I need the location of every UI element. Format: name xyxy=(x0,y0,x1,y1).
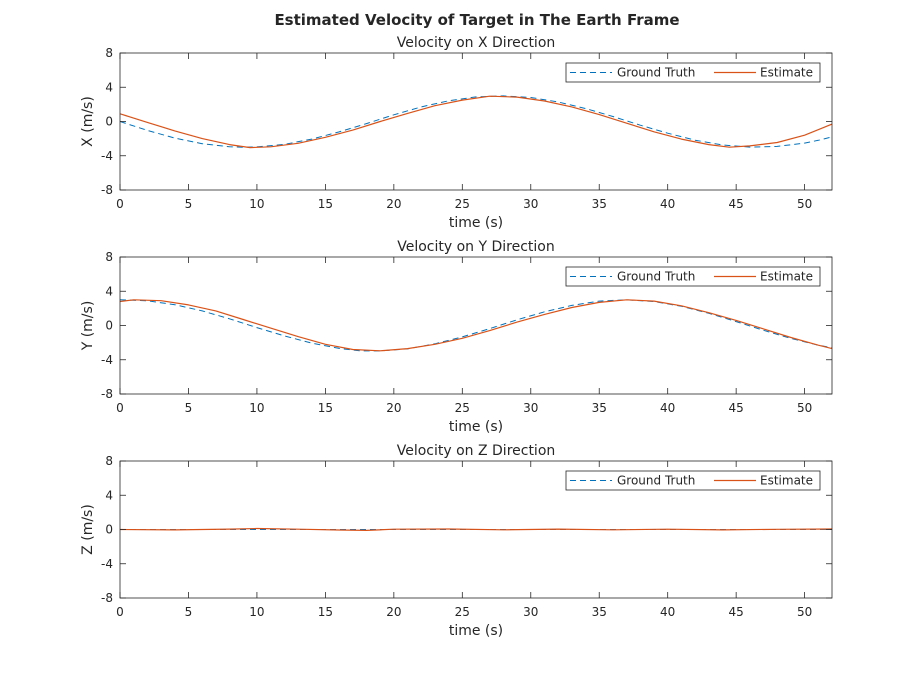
y-axis-label: Y (m/s) xyxy=(80,301,96,352)
x-axis-label: time (s) xyxy=(449,419,503,435)
x-tick-label: 15 xyxy=(318,197,333,211)
figure-title: Estimated Velocity of Target in The Eart… xyxy=(274,11,679,29)
x-tick-label: 40 xyxy=(660,197,675,211)
y-tick-label: -8 xyxy=(101,591,113,605)
y-tick-label: -8 xyxy=(101,183,113,197)
legend-ground-truth-label: Ground Truth xyxy=(617,474,695,488)
ground-truth-line xyxy=(120,299,832,352)
x-tick-label: 15 xyxy=(318,401,333,415)
subplot-title: Velocity on Z Direction xyxy=(397,443,556,459)
y-tick-label: 8 xyxy=(105,46,113,60)
y-tick-label: 4 xyxy=(105,80,113,94)
y-tick-label: 8 xyxy=(105,454,113,468)
y-tick-label: 4 xyxy=(105,284,113,298)
x-tick-label: 5 xyxy=(185,401,193,415)
legend: Ground Truth Estimate xyxy=(565,62,821,83)
x-tick-label: 5 xyxy=(185,197,193,211)
y-tick-label: -4 xyxy=(101,353,113,367)
x-tick-label: 25 xyxy=(455,197,470,211)
x-tick-label: 0 xyxy=(116,401,124,415)
x-tick-label: 45 xyxy=(729,605,744,619)
x-tick-label: 20 xyxy=(386,401,401,415)
estimate-line xyxy=(120,527,832,531)
ground-truth-line xyxy=(120,95,832,148)
y-axis-label: X (m/s) xyxy=(80,96,96,147)
legend-box xyxy=(565,62,821,83)
y-tick-label: 0 xyxy=(105,319,113,333)
x-tick-label: 30 xyxy=(523,605,538,619)
x-tick-label: 45 xyxy=(729,401,744,415)
series-group xyxy=(120,95,832,149)
estimate-line xyxy=(120,299,832,352)
x-tick-label: 50 xyxy=(797,401,812,415)
x-tick-label: 10 xyxy=(249,197,264,211)
y-tick-label: 8 xyxy=(105,250,113,264)
legend-ground-truth-label: Ground Truth xyxy=(617,270,695,284)
legend-estimate-label: Estimate xyxy=(760,66,813,80)
x-tick-label: 50 xyxy=(797,605,812,619)
series-group xyxy=(120,299,832,352)
x-tick-label: 30 xyxy=(523,401,538,415)
y-tick-label: -8 xyxy=(101,387,113,401)
x-tick-label: 0 xyxy=(116,197,124,211)
legend-estimate-label: Estimate xyxy=(760,474,813,488)
x-tick-label: 20 xyxy=(386,605,401,619)
x-tick-label: 45 xyxy=(729,197,744,211)
x-tick-label: 25 xyxy=(455,401,470,415)
y-tick-label: 4 xyxy=(105,488,113,502)
y-tick-label: -4 xyxy=(101,149,113,163)
x-tick-label: 40 xyxy=(660,401,675,415)
x-tick-label: 5 xyxy=(185,605,193,619)
y-axis-label: Z (m/s) xyxy=(80,504,96,555)
x-tick-label: 35 xyxy=(592,401,607,415)
x-tick-label: 10 xyxy=(249,605,264,619)
subplot-title: Velocity on Y Direction xyxy=(397,239,555,255)
x-tick-label: 20 xyxy=(386,197,401,211)
x-tick-label: 0 xyxy=(116,605,124,619)
legend-box xyxy=(565,470,821,491)
x-tick-label: 25 xyxy=(455,605,470,619)
legend-box xyxy=(565,266,821,287)
x-axis-label: time (s) xyxy=(449,623,503,639)
legend-estimate-label: Estimate xyxy=(760,270,813,284)
x-tick-label: 10 xyxy=(249,401,264,415)
legend-ground-truth-label: Ground Truth xyxy=(617,66,695,80)
subplot-title: Velocity on X Direction xyxy=(397,35,556,51)
x-tick-label: 30 xyxy=(523,197,538,211)
series-group xyxy=(120,527,832,531)
x-tick-label: 35 xyxy=(592,197,607,211)
y-tick-label: 0 xyxy=(105,523,113,537)
x-tick-label: 50 xyxy=(797,197,812,211)
x-axis-label: time (s) xyxy=(449,215,503,231)
legend: Ground Truth Estimate xyxy=(565,470,821,491)
estimate-line xyxy=(120,95,832,149)
x-tick-label: 40 xyxy=(660,605,675,619)
legend: Ground Truth Estimate xyxy=(565,266,821,287)
y-tick-label: 0 xyxy=(105,115,113,129)
x-tick-label: 35 xyxy=(592,605,607,619)
y-tick-label: -4 xyxy=(101,557,113,571)
x-tick-label: 15 xyxy=(318,605,333,619)
